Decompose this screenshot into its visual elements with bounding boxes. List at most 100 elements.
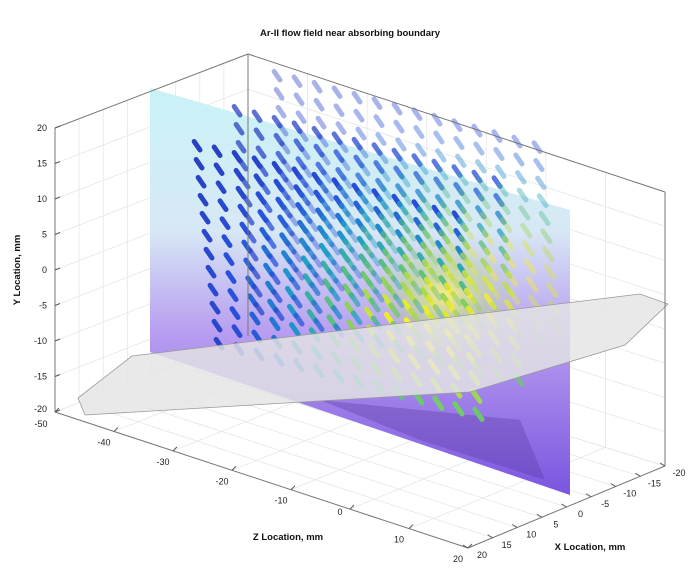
quiver-arrow	[317, 133, 329, 148]
quiver-arrow	[313, 317, 325, 332]
quiver-arrow	[487, 283, 501, 300]
quiver-arrow	[455, 199, 467, 214]
quiver-arrow	[337, 184, 349, 199]
quiver-arrow	[348, 292, 361, 307]
quiver-arrow	[350, 310, 363, 325]
quiver-arrow	[378, 213, 391, 228]
quiver-arrow	[396, 200, 409, 216]
quiver-arrow	[420, 195, 433, 211]
quiver-arrow	[424, 231, 437, 247]
quiver-arrow	[426, 249, 439, 265]
quiver-arrow	[287, 258, 299, 273]
quiver-arrow	[404, 226, 417, 242]
quiver-arrow	[364, 215, 377, 231]
x-tick	[610, 483, 617, 487]
quiver-arrow	[357, 144, 369, 159]
quiver-arrow	[333, 149, 345, 163]
x-tick	[536, 513, 543, 518]
quiver-arrow	[520, 222, 533, 239]
quiver-arrow	[393, 165, 405, 180]
quiver-arrow	[329, 241, 341, 256]
quiver-arrow	[495, 164, 507, 179]
quiver-arrow	[418, 223, 431, 239]
quiver-arrow	[384, 266, 397, 282]
quiver-arrow	[288, 322, 301, 337]
quiver-arrow	[205, 264, 217, 279]
quiver-arrow	[209, 300, 221, 315]
quiver-arrow	[398, 218, 411, 234]
quiver-arrow	[540, 228, 553, 244]
quiver-arrow	[359, 162, 371, 177]
quiver-arrow	[249, 265, 261, 280]
z-tick-label: -30	[156, 457, 169, 467]
z-tick	[54, 407, 60, 413]
quiver-arrow	[404, 271, 417, 288]
quiver-arrow	[275, 150, 287, 165]
quiver-arrow	[273, 132, 285, 147]
quiver-arrow	[293, 138, 305, 152]
z-tick	[349, 504, 355, 510]
quiver-arrow	[442, 218, 455, 235]
quiver-arrow	[515, 170, 527, 185]
quiver-arrow	[471, 169, 483, 184]
quiver-arrow	[491, 175, 503, 189]
quiver-arrow	[458, 234, 471, 250]
quiver-arrow	[425, 294, 439, 311]
quiver-arrow	[542, 246, 555, 262]
quiver-arrow	[453, 135, 465, 150]
y-tick	[54, 196, 61, 200]
quiver-arrow	[229, 306, 241, 320]
quiver-arrow	[265, 235, 277, 249]
quiver-arrow	[331, 305, 343, 320]
quiver-arrow	[393, 119, 405, 134]
axis-edge	[54, 411, 469, 549]
quiver-arrow	[416, 160, 429, 175]
quiver-arrow	[291, 248, 303, 263]
quiver-arrow	[461, 269, 475, 286]
grid-line	[79, 402, 493, 539]
quiver-arrow	[321, 169, 333, 184]
quiver-arrow	[501, 234, 515, 251]
quiver-arrow	[311, 79, 323, 94]
quiver-arrow	[431, 112, 443, 127]
quiver-arrow	[321, 215, 333, 230]
quiver-arrow	[301, 209, 313, 224]
quiver-arrow	[478, 194, 491, 210]
quiver-arrow	[289, 276, 301, 291]
quiver-arrow	[433, 130, 445, 145]
quiver-arrow	[339, 157, 351, 171]
quiver-arrow	[273, 307, 285, 321]
quiver-arrow	[335, 167, 347, 181]
quiver-arrow	[237, 157, 249, 172]
quiver-arrow	[456, 171, 469, 186]
quiver-arrow	[475, 159, 487, 174]
x-tick-label: 5	[553, 519, 558, 529]
quiver-arrow	[476, 222, 489, 238]
axis-edge	[247, 53, 666, 193]
quiver-arrow	[283, 222, 295, 237]
quiver-arrow	[390, 275, 403, 290]
quiver-arrow	[245, 229, 257, 244]
quiver-arrow	[418, 178, 431, 193]
quiver-arrow	[287, 212, 299, 227]
quiver-arrow	[500, 263, 513, 279]
quiver-arrow	[400, 236, 413, 252]
quiver-arrow	[201, 228, 213, 243]
quiver-arrow	[243, 211, 255, 226]
quiver-arrow	[443, 282, 457, 299]
quiver-arrow	[315, 161, 327, 176]
quiver-arrow	[249, 311, 261, 326]
z-tick	[113, 427, 119, 432]
quiver-arrow	[438, 183, 451, 199]
quiver-arrow	[485, 265, 499, 282]
chart-title: Ar-II flow field near absorbing boundary	[260, 28, 441, 39]
axis-edge	[54, 53, 249, 129]
quiver-arrow	[480, 211, 493, 228]
quiver-arrow	[440, 246, 453, 263]
x-tick-label: -20	[672, 468, 685, 478]
x-tick	[659, 462, 666, 467]
quiver-arrow	[203, 246, 215, 261]
x-tick	[487, 534, 493, 539]
quiver-arrow	[471, 123, 483, 138]
quiver-arrow	[535, 175, 547, 190]
